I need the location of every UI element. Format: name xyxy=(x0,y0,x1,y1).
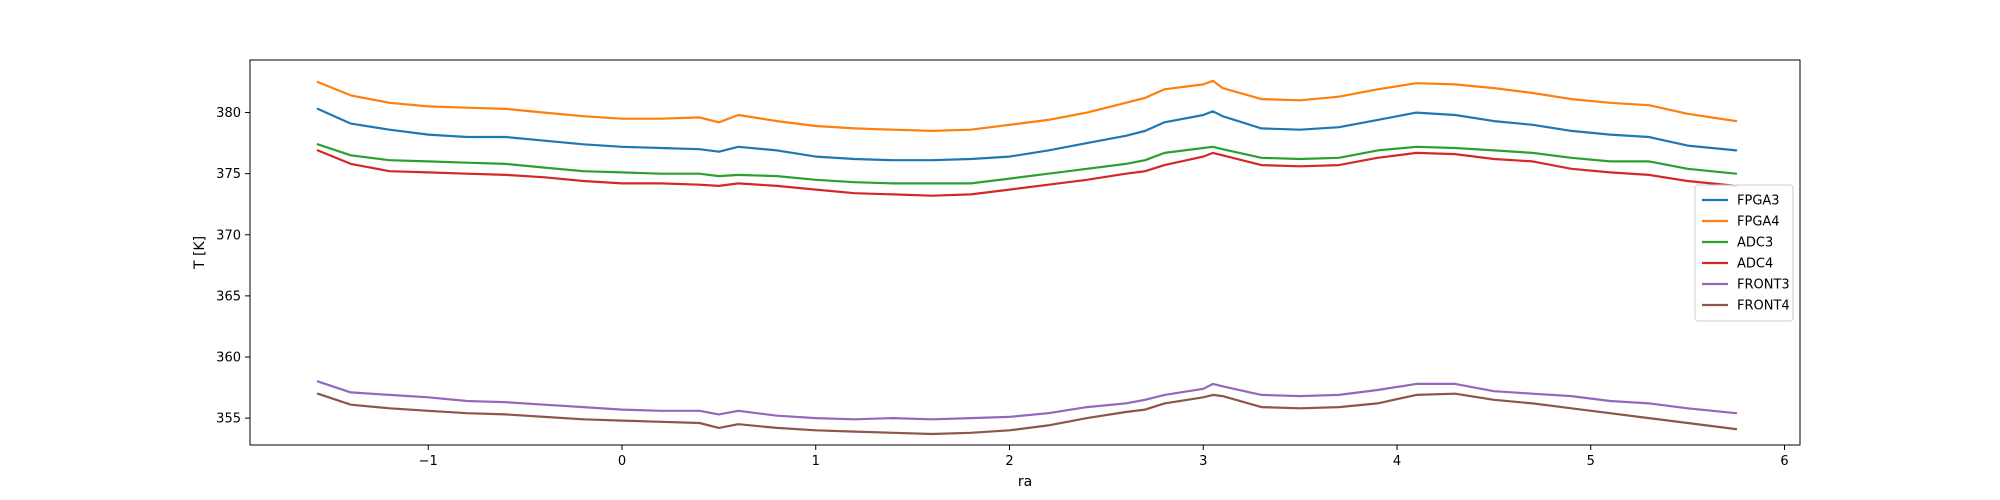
legend-label-adc4: ADC4 xyxy=(1737,257,1773,272)
y-tick-label: 370 xyxy=(216,228,241,243)
legend-label-front4: FRONT4 xyxy=(1737,299,1790,314)
x-tick-label: 4 xyxy=(1393,454,1401,469)
x-tick-label: 2 xyxy=(1005,454,1013,469)
y-tick-label: 355 xyxy=(216,412,241,427)
series-line-front4 xyxy=(316,392,1738,436)
plot-frame xyxy=(249,59,1801,446)
x-tick-label: 5 xyxy=(1587,454,1595,469)
x-tick-label: 6 xyxy=(1780,454,1788,469)
series-line-fpga4 xyxy=(316,79,1738,132)
series-line-adc4 xyxy=(316,149,1738,197)
series-line-front3 xyxy=(316,380,1738,421)
y-tick-label: 365 xyxy=(216,289,241,304)
series-layer xyxy=(316,79,1738,436)
x-axis: −1 0 1 2 3 4 5 6 xyxy=(419,445,1789,469)
x-tick-label: −1 xyxy=(419,454,438,469)
legend-label-fpga4: FPGA4 xyxy=(1737,215,1780,230)
x-tick-label: 1 xyxy=(812,454,820,469)
x-axis-label: ra xyxy=(1018,474,1032,490)
legend: FPGA3 FPGA4 ADC3 ADC4 FRONT3 FRONT4 xyxy=(1694,184,1794,322)
y-tick-label: 360 xyxy=(216,351,241,366)
legend-label-adc3: ADC3 xyxy=(1737,236,1773,251)
series-line-fpga3 xyxy=(316,107,1738,162)
y-tick-label: 375 xyxy=(216,167,241,182)
x-tick-label: 3 xyxy=(1199,454,1207,469)
y-tick-label: 380 xyxy=(216,106,241,121)
y-axis: 355 360 365 370 375 380 xyxy=(216,106,250,427)
y-axis-label: T [K] xyxy=(192,236,208,270)
legend-box xyxy=(1694,184,1794,322)
legend-label-front3: FRONT3 xyxy=(1737,278,1790,293)
series-line-adc3 xyxy=(316,143,1738,185)
legend-label-fpga3: FPGA3 xyxy=(1737,194,1780,209)
x-tick-label: 0 xyxy=(618,454,626,469)
